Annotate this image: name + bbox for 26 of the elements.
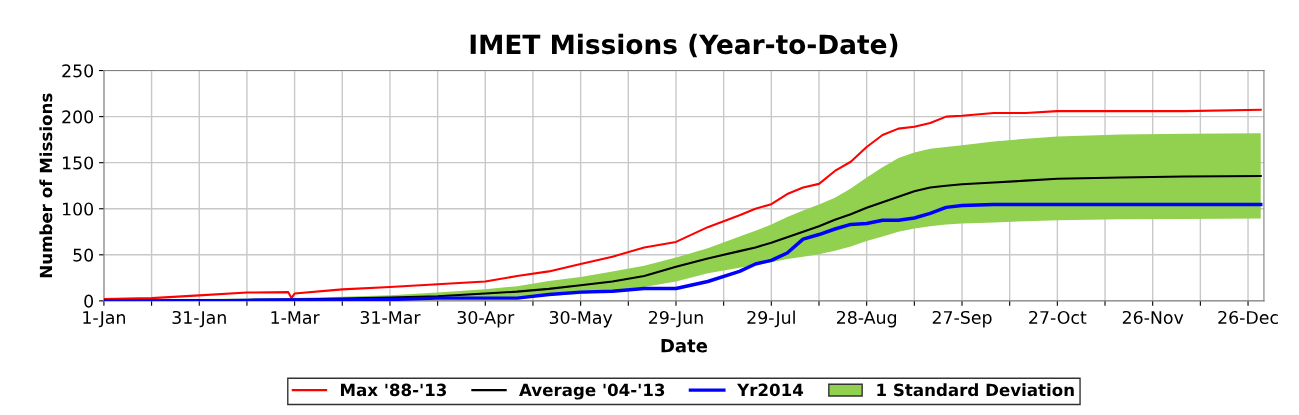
- x-tick-label: 26-Nov: [1122, 310, 1184, 325]
- x-tick-label: 1-Mar: [271, 311, 320, 325]
- x-tick-label: 27-Oct: [1029, 310, 1087, 325]
- y-tick-label: 0: [84, 294, 94, 308]
- legend-label: Average '04-'13: [519, 383, 665, 400]
- y-tick-label: 150: [62, 156, 94, 170]
- x-tick-label: 27-Sep: [932, 310, 992, 328]
- x-tick-label: 26-Dec: [1218, 310, 1278, 325]
- x-axis-title: Date: [661, 339, 708, 353]
- x-tick-label: 29-Jul: [747, 310, 795, 328]
- legend-label: Max '88-'13: [340, 383, 447, 397]
- legend-label: Yr2014: [736, 383, 804, 397]
- y-tick-label: 100: [62, 202, 94, 216]
- chart-title: IMET Missions (Year-to-Date): [470, 33, 898, 58]
- y-tick-label: 200: [62, 110, 94, 124]
- x-tick-label: 30-Apr: [457, 310, 515, 328]
- x-tick-label: 31-Jan: [172, 310, 226, 328]
- x-tick-label: 29-Jun: [649, 310, 703, 328]
- text: 1 Standard Deviation: [877, 383, 1074, 397]
- y-axis-title: Number of Missions: [39, 93, 53, 278]
- x-tick-label: 31-Mar: [360, 310, 421, 325]
- x-tick-label: 28-Aug: [837, 310, 897, 328]
- y-tick-label: 50: [73, 248, 94, 262]
- y-tick-label: 250: [62, 64, 94, 78]
- x-tick-label: 1-Jan: [83, 311, 125, 328]
- x-tick-label: 30-May: [549, 310, 613, 328]
